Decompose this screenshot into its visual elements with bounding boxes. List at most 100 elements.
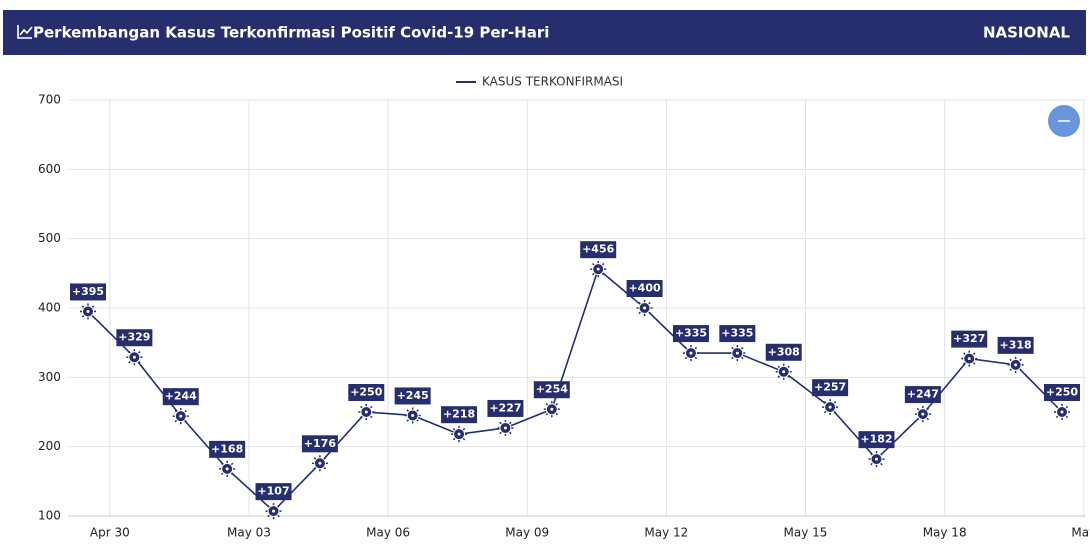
value-label: +308 (768, 345, 800, 358)
virus-marker (451, 426, 468, 443)
virus-dot (596, 267, 600, 271)
collapse-button[interactable] (1048, 105, 1080, 137)
header-region: NASIONAL (983, 24, 1070, 42)
y-tick-label: 300 (38, 370, 61, 384)
value-label-box (348, 384, 385, 401)
value-label-box (209, 440, 246, 458)
virus-marker (543, 401, 560, 418)
virus-dot (225, 467, 229, 471)
legend-label: KASUS TERKONFIRMASI (482, 75, 623, 89)
series-line (87, 267, 1063, 513)
virus-marker (729, 345, 746, 362)
virus-dot (318, 461, 322, 465)
virus-dot (550, 407, 554, 411)
virus-marker (1007, 356, 1024, 373)
virus-marker (822, 399, 839, 416)
value-label-box (858, 431, 895, 449)
virus-dot (967, 357, 971, 361)
value-label: +168 (211, 442, 243, 455)
value-label: +329 (118, 331, 150, 344)
virus-dot (782, 370, 786, 374)
virus-dot (874, 457, 878, 461)
value-label: +400 (628, 282, 661, 295)
virus-marker (497, 419, 514, 436)
virus-marker (311, 455, 328, 472)
value-label-box (672, 325, 709, 343)
x-tick-label: May (1071, 526, 1090, 540)
virus-dot (364, 410, 368, 414)
virus-dot (457, 432, 461, 436)
y-tick-label: 600 (38, 162, 61, 176)
chart-icon (17, 25, 33, 39)
x-tick-label: May 09 (505, 526, 549, 540)
virus-marker (172, 408, 189, 425)
value-label-box (533, 381, 570, 399)
value-label: +335 (721, 327, 753, 340)
value-label: +257 (814, 381, 846, 394)
virus-dot (689, 351, 693, 355)
virus-marker (961, 350, 978, 367)
value-label: +254 (536, 383, 569, 396)
virus-dot (828, 405, 832, 409)
virus-dot (503, 426, 507, 430)
value-label: +218 (443, 408, 475, 421)
virus-marker (219, 460, 236, 477)
value-label-box (812, 379, 849, 397)
header-title: Perkembangan Kasus Terkonfirmasi Positif… (33, 24, 549, 42)
virus-marker (80, 303, 96, 320)
value-label: +227 (489, 401, 521, 414)
y-tick-label: 100 (38, 509, 61, 523)
value-label: +335 (675, 327, 707, 340)
value-label-box (487, 399, 524, 417)
value-label-box (997, 336, 1034, 354)
value-label: +176 (304, 437, 337, 450)
x-tick-label: Apr 30 (90, 526, 130, 540)
value-label-box (70, 283, 106, 301)
value-label-box (394, 387, 431, 405)
value-label: +395 (72, 285, 104, 298)
virus-marker (1054, 404, 1070, 420)
x-tick-label: May 03 (227, 526, 271, 540)
x-tick-label: May 18 (923, 526, 967, 540)
virus-dot (86, 309, 90, 313)
value-label: +250 (350, 386, 383, 399)
y-tick-label: 400 (38, 301, 61, 315)
x-tick-label: May 15 (784, 526, 828, 540)
virus-marker (404, 407, 421, 424)
value-label: +456 (582, 243, 615, 256)
value-label-box (116, 329, 153, 347)
virus-marker (636, 300, 653, 316)
virus-dot (272, 509, 276, 513)
virus-marker (914, 406, 931, 423)
virus-marker (590, 261, 607, 278)
virus-dot (1014, 363, 1018, 367)
virus-dot (132, 355, 136, 359)
y-tick-label: 500 (38, 231, 61, 245)
value-label: +244 (165, 390, 198, 403)
value-label-box (904, 386, 941, 404)
x-tick-label: May 12 (644, 526, 688, 540)
y-tick-label: 700 (38, 93, 61, 107)
virus-dot (735, 351, 739, 355)
virus-dot (1060, 410, 1064, 414)
header-bar (3, 10, 1086, 55)
value-label-box (580, 241, 617, 259)
virus-marker (265, 503, 282, 520)
virus-marker (775, 363, 792, 380)
value-label-box (301, 435, 338, 453)
value-label: +250 (1046, 386, 1079, 399)
x-tick-label: May 06 (366, 526, 410, 540)
virus-dot (921, 412, 925, 416)
virus-marker (358, 404, 375, 420)
value-label: +107 (257, 485, 289, 498)
virus-dot (179, 414, 183, 418)
y-tick-label: 200 (38, 439, 61, 453)
value-label: +318 (1000, 338, 1032, 351)
value-label-box (1044, 384, 1080, 401)
value-label-box (626, 280, 663, 297)
value-label: +247 (907, 388, 939, 401)
virus-dot (411, 413, 415, 417)
virus-dot (643, 306, 647, 310)
value-label-box (951, 330, 988, 348)
value-label-box (162, 388, 199, 406)
